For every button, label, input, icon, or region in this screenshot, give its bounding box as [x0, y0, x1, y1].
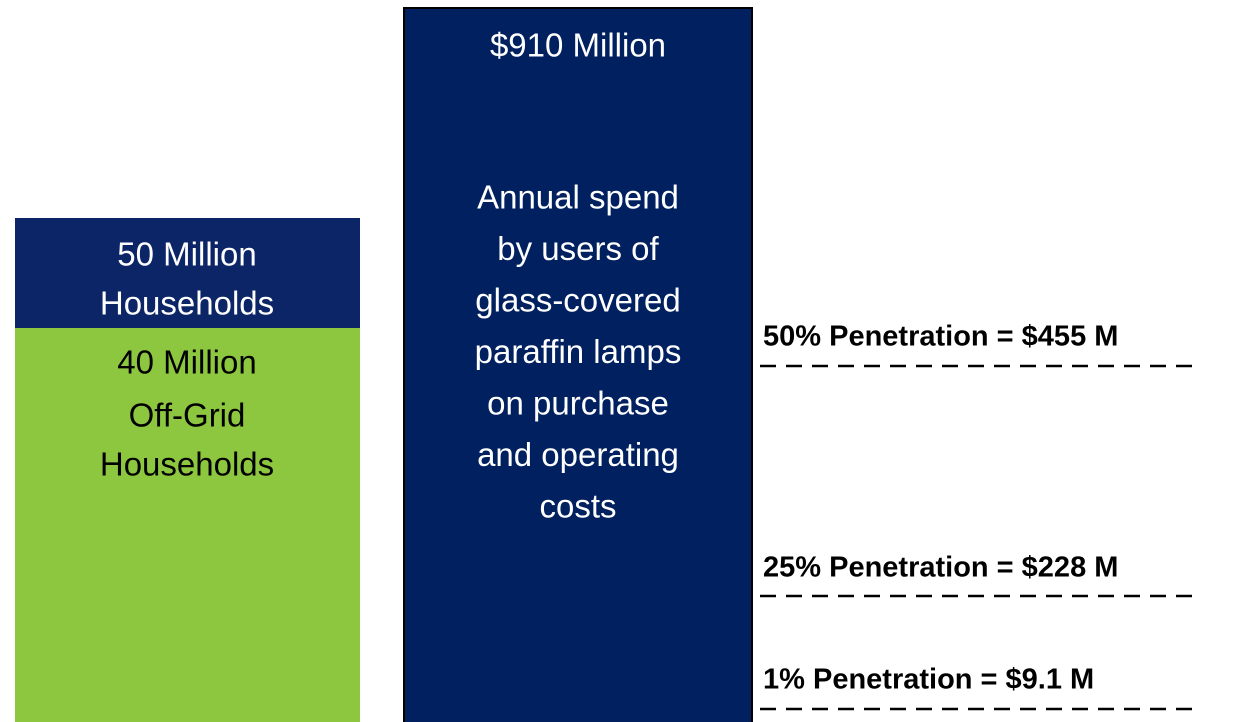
off-grid-line: Households [100, 446, 274, 483]
spend-box [403, 7, 753, 722]
description-line: paraffin lamps [475, 333, 682, 370]
off-grid-line: Off-Grid [129, 397, 246, 434]
penetration-label: 25% Penetration = $228 M [763, 552, 1118, 584]
penetration-label: 1% Penetration = $9.1 M [763, 664, 1094, 696]
off-grid-box [15, 328, 360, 722]
description-line: glass-covered [475, 282, 680, 319]
households-line: 50 Million [117, 236, 256, 273]
spend-amount: $910 Million [490, 27, 666, 64]
off-grid-line: 40 Million [117, 344, 256, 381]
description-line: Annual spend [477, 179, 679, 216]
description-line: by users of [497, 230, 659, 267]
description-line: on purchase [487, 385, 669, 422]
penetration-label: 50% Penetration = $455 M [763, 321, 1118, 353]
households-line: Households [100, 285, 274, 322]
households-box [15, 218, 360, 328]
description-line: costs [539, 488, 616, 525]
description-line: and operating [477, 436, 679, 473]
spend-description: Annual spend by users of glass-covered para… [475, 179, 682, 525]
